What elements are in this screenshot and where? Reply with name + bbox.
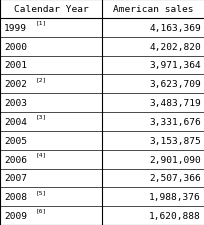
Text: 2005: 2005 (4, 136, 27, 145)
Text: 2008: 2008 (4, 192, 27, 201)
Text: 2003: 2003 (4, 99, 27, 108)
Text: [6]: [6] (35, 208, 46, 213)
Text: 2006: 2006 (4, 155, 27, 164)
Text: 2,507,366: 2,507,366 (149, 174, 200, 183)
Text: 3,153,875: 3,153,875 (149, 136, 200, 145)
Text: 2009: 2009 (4, 211, 27, 220)
Text: 4,163,369: 4,163,369 (149, 24, 200, 33)
Text: 3,483,719: 3,483,719 (149, 99, 200, 108)
Text: 3,331,676: 3,331,676 (149, 117, 200, 126)
Text: 1,620,888: 1,620,888 (149, 211, 200, 220)
Text: 2007: 2007 (4, 174, 27, 183)
Text: 1999: 1999 (4, 24, 27, 33)
Text: [2]: [2] (35, 77, 46, 82)
Text: 2002: 2002 (4, 80, 27, 89)
Text: 4,202,820: 4,202,820 (149, 42, 200, 51)
Text: 2000: 2000 (4, 42, 27, 51)
Text: [5]: [5] (35, 189, 46, 194)
Text: [3]: [3] (35, 114, 46, 119)
Text: Calendar Year: Calendar Year (14, 5, 88, 14)
Text: 2001: 2001 (4, 61, 27, 70)
Text: 2,901,090: 2,901,090 (149, 155, 200, 164)
Text: 1,988,376: 1,988,376 (149, 192, 200, 201)
Text: 2004: 2004 (4, 117, 27, 126)
Text: [4]: [4] (35, 152, 46, 157)
Text: 3,623,709: 3,623,709 (149, 80, 200, 89)
Text: American sales: American sales (113, 5, 193, 14)
Text: [1]: [1] (35, 20, 46, 25)
Text: 3,971,364: 3,971,364 (149, 61, 200, 70)
